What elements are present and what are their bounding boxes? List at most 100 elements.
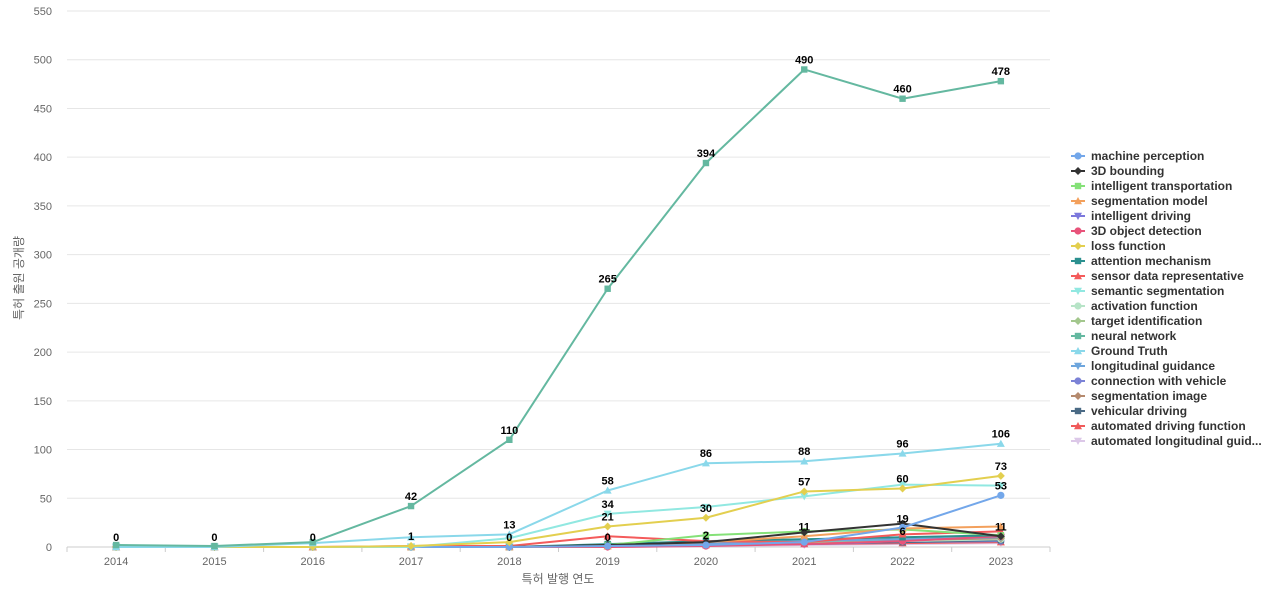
data-label: 19 [896,513,908,525]
legend-marker-icon [1074,317,1082,325]
data-label: 86 [700,448,712,460]
legend-label: 3D object detection [1091,224,1202,238]
legend-marker-icon [1074,212,1082,220]
legend-marker-icon [1074,257,1082,265]
legend-item-sensor-data-representative[interactable]: sensor data representative [1071,269,1244,283]
data-label: 34 [602,499,615,511]
x-tick-label: 2016 [301,556,325,568]
legend-label: machine perception [1091,149,1204,163]
legend-marker-icon [1074,167,1082,175]
data-point-machine-perception [505,543,513,551]
data-label: 0 [211,532,217,544]
series-line-loss-function [116,474,1001,548]
x-tick-label: 2018 [497,556,521,568]
legend-marker-icon [1074,182,1082,190]
legend-label: sensor data representative [1091,269,1244,283]
data-point-semantic-segmentation [701,503,710,512]
data-label: 0 [605,532,611,544]
x-tick-label: 2019 [595,556,619,568]
legend-label: automated longitudinal guid... [1091,434,1262,448]
legend-label: segmentation image [1091,389,1207,403]
data-point-semantic-segmentation [996,482,1005,490]
x-axis-title: 특허 발행 연도 [522,571,595,586]
data-label: 53 [995,480,1007,492]
legend-marker-icon [1074,422,1082,430]
data-label: 13 [503,519,515,531]
data-labels: 0 0 04211101302655834210394863024908857114… [113,54,1010,544]
data-point-neural-network [407,502,415,510]
legend-item-3d-object-detection[interactable]: 3D object detection [1071,224,1202,238]
y-tick-label: 100 [34,445,52,457]
series-layer [112,66,1005,551]
y-tick-label: 350 [34,201,52,213]
series-neural-network [112,66,1005,550]
data-label: 2 [703,530,709,542]
y-tick-label: 300 [34,250,52,262]
data-point-intelligent-transportation [702,532,710,539]
data-point-neural-network [604,285,611,292]
y-tick-label: 0 [46,542,52,554]
legend-marker-icon [1074,407,1082,415]
data-point-sensor-data-representative [898,530,907,538]
x-tick-label: 2021 [792,556,816,568]
legend-item-3d-bounding[interactable]: 3D bounding [1071,164,1164,178]
data-label: 460 [893,84,911,96]
data-point-machine-perception [898,523,907,532]
y-tick-label: 500 [34,55,52,67]
legend-label: semantic segmentation [1091,284,1224,298]
legend-item-ground-truth[interactable]: Ground Truth [1071,344,1168,358]
data-point-loss-function [996,471,1005,480]
legend-item-neural-network[interactable]: neural network [1071,329,1177,343]
data-point-3d-bounding [996,532,1005,541]
legend-item-machine-perception[interactable]: machine perception [1071,149,1204,163]
legend-marker-icon [1074,242,1082,250]
legend-marker-icon [1074,302,1082,310]
legend-item-semantic-segmentation[interactable]: semantic segmentation [1071,284,1224,298]
data-point-loss-function [407,542,416,551]
data-point-loss-function [505,538,514,547]
legend-item-segmentation-image[interactable]: segmentation image [1071,389,1207,403]
legend-item-connection-with-vehicle[interactable]: connection with vehicle [1071,374,1227,388]
legend-label: intelligent driving [1091,209,1191,223]
data-point-ground-truth [407,533,416,541]
legend-item-loss-function[interactable]: loss function [1071,239,1166,253]
x-tick-label: 2014 [104,556,128,568]
legend-marker-icon [1074,377,1082,385]
legend-item-vehicular-driving[interactable]: vehicular driving [1071,404,1187,418]
x-axis: 2014 2015 2016 2017 2018 2019 2020 2021 2022 2023 [66,547,1051,568]
legend-item-activation-function[interactable]: activation function [1071,299,1198,313]
data-label: 478 [992,66,1010,78]
legend-item-automated-driving-function[interactable]: automated driving function [1071,419,1246,433]
data-point-ground-truth [898,449,907,457]
legend-label: activation function [1091,299,1198,313]
legend-marker-icon [1074,152,1082,160]
data-label: 1 [408,531,414,543]
data-point-ground-truth [603,486,612,494]
legend-label: loss function [1091,239,1166,253]
data-label: 110 [500,425,518,437]
legend-item-intelligent-transportation[interactable]: intelligent transportation [1071,179,1232,193]
legend-marker-icon [1074,197,1082,205]
y-tick-label: 200 [34,347,52,359]
data-point-ground-truth [701,459,710,467]
x-tick-label: 2020 [694,556,718,568]
legend-item-segmentation-model[interactable]: segmentation model [1071,194,1208,208]
data-label: 0 [506,532,512,544]
legend-item-automated-longitudinal-guid[interactable]: automated longitudinal guid... [1071,434,1262,448]
legend-item-longitudinal-guidance[interactable]: longitudinal guidance [1071,359,1215,373]
y-axis: 0 50 100 150 200 250 300 350 400 450 500 550 [34,6,52,554]
legend-item-target-identification[interactable]: target identification [1071,314,1202,328]
data-label: 21 [602,512,614,524]
x-tick-label: 2015 [202,556,226,568]
legend-label: connection with vehicle [1091,374,1227,388]
data-label: 73 [995,461,1007,473]
data-point-machine-perception [702,541,710,549]
data-label: 96 [896,438,908,450]
data-label: 42 [405,491,417,503]
legend-item-intelligent-driving[interactable]: intelligent driving [1071,209,1191,223]
y-axis-title: 특허 출원 공개량 [12,236,26,320]
data-point-loss-function [603,522,612,531]
data-label: 60 [896,474,908,486]
legend-item-attention-mechanism[interactable]: attention mechanism [1071,254,1211,268]
